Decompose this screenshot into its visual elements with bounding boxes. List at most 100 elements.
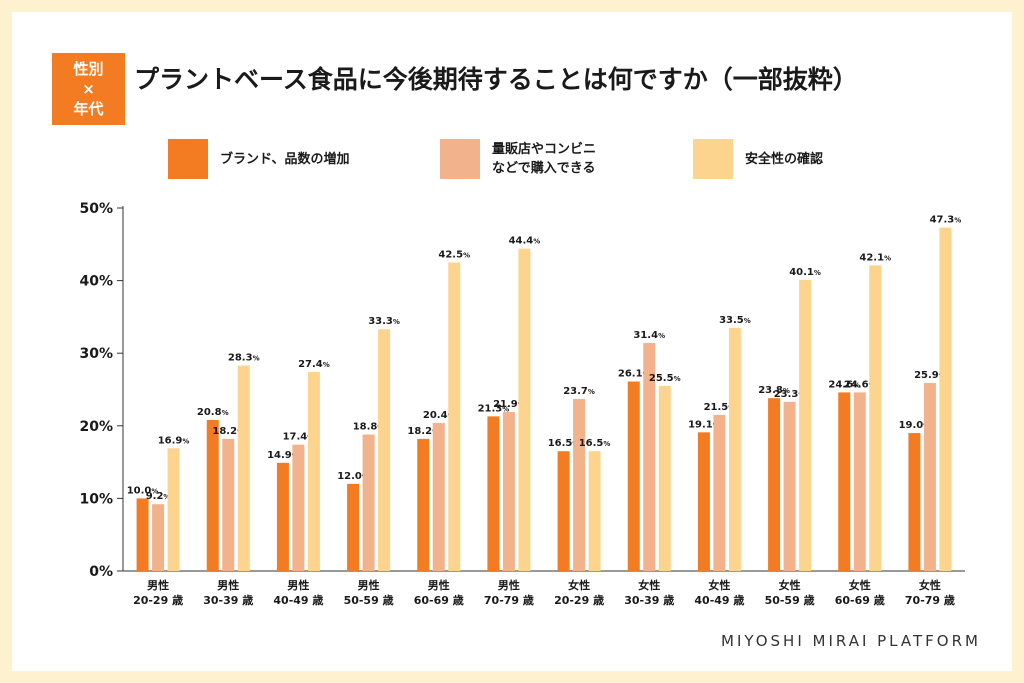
legend-label-safety: 安全性の確認 bbox=[745, 151, 824, 167]
x-tick-label: 50-59 歳 bbox=[765, 593, 815, 607]
bar bbox=[908, 433, 921, 571]
bar bbox=[448, 262, 461, 571]
bar bbox=[222, 438, 235, 571]
data-label: 16.5% bbox=[579, 438, 611, 449]
bar bbox=[658, 385, 671, 571]
data-label: 33.3% bbox=[368, 316, 400, 327]
bar bbox=[799, 279, 812, 571]
x-tick-label: 20-29 歳 bbox=[554, 593, 604, 607]
x-tick-label: 男性 bbox=[358, 578, 380, 592]
badge-line-2: × bbox=[82, 80, 95, 98]
x-tick-label: 男性 bbox=[428, 578, 450, 592]
badge-line-3: 年代 bbox=[73, 100, 104, 118]
x-tick-label: 男性 bbox=[147, 578, 169, 592]
y-tick-label: 20% bbox=[79, 419, 113, 435]
data-label: 23.7% bbox=[563, 386, 595, 397]
x-tick-label: 30-39 歳 bbox=[203, 593, 253, 607]
bar bbox=[432, 422, 445, 571]
data-label: 23.8% bbox=[758, 385, 790, 396]
bar bbox=[136, 498, 149, 571]
data-label: 40.1% bbox=[789, 267, 821, 278]
bar bbox=[307, 372, 320, 571]
data-label: 25.5% bbox=[649, 373, 681, 384]
y-tick-label: 10% bbox=[79, 491, 113, 507]
bar bbox=[487, 416, 500, 571]
y-tick-label: 40% bbox=[79, 274, 113, 290]
bar bbox=[378, 329, 391, 571]
x-tick-label: 女性 bbox=[708, 578, 730, 592]
x-tick-label: 女性 bbox=[849, 578, 871, 592]
x-tick-label: 40-49 歳 bbox=[273, 593, 323, 607]
data-label: 16.9% bbox=[158, 435, 190, 446]
bar bbox=[588, 451, 601, 571]
data-label: 21.3% bbox=[478, 403, 510, 414]
x-tick-label: 70-79 歳 bbox=[905, 593, 955, 607]
x-tick-label: 女性 bbox=[638, 578, 660, 592]
bar bbox=[362, 434, 375, 571]
bar bbox=[276, 462, 289, 571]
x-tick-label: 女性 bbox=[779, 578, 801, 592]
bar bbox=[167, 448, 180, 571]
bar bbox=[643, 343, 656, 571]
legend-swatch-brand bbox=[168, 139, 208, 179]
x-tick-label: 男性 bbox=[217, 578, 239, 592]
x-tick-label: 女性 bbox=[568, 578, 590, 592]
badge-line-1: 性別 bbox=[73, 60, 104, 78]
x-tick-label: 男性 bbox=[287, 578, 309, 592]
bar bbox=[502, 412, 515, 571]
bar bbox=[417, 438, 430, 571]
bar bbox=[627, 381, 640, 571]
bar bbox=[869, 265, 882, 571]
data-label: 9.2% bbox=[146, 491, 171, 502]
data-label: 33.5% bbox=[719, 315, 751, 326]
y-tick-label: 0% bbox=[89, 564, 113, 580]
bar bbox=[697, 432, 710, 571]
x-tick-label: 30-39 歳 bbox=[624, 593, 674, 607]
bar bbox=[713, 414, 726, 571]
data-label: 31.4% bbox=[633, 330, 665, 341]
data-label: 28.3% bbox=[228, 353, 260, 364]
data-label: 10.0% bbox=[127, 485, 159, 496]
bar bbox=[838, 392, 851, 571]
legend-swatch-safety bbox=[693, 139, 733, 179]
bar bbox=[853, 392, 866, 571]
y-tick-label: 50% bbox=[79, 201, 113, 217]
bar bbox=[728, 327, 741, 571]
bar bbox=[557, 451, 570, 571]
chart-title: プラントベース食品に今後期待することは何ですか（一部抜粋） bbox=[134, 65, 858, 94]
x-tick-label: 40-49 歳 bbox=[694, 593, 744, 607]
legend-item-store: 量販店やコンビニ などで購入できる bbox=[440, 139, 596, 179]
data-label: 44.4% bbox=[509, 236, 541, 247]
bar bbox=[237, 365, 250, 571]
bar bbox=[573, 398, 586, 571]
data-label: 47.3% bbox=[930, 215, 962, 226]
bar bbox=[518, 248, 531, 571]
category-badge: 性別 × 年代 bbox=[52, 53, 125, 125]
x-tick-label: 70-79 歳 bbox=[484, 593, 534, 607]
bar bbox=[206, 419, 219, 571]
y-tick-label: 30% bbox=[79, 346, 113, 362]
legend-label-store: 量販店やコンビニ などで購入できる bbox=[492, 142, 597, 176]
x-tick-label: 女性 bbox=[919, 578, 941, 592]
data-label: 42.5% bbox=[438, 249, 470, 260]
legend-item-safety: 安全性の確認 bbox=[693, 139, 823, 179]
bar bbox=[783, 401, 796, 571]
legend-swatch-store bbox=[440, 139, 480, 179]
brand-watermark: MIYOSHI MIRAI PLATFORM bbox=[721, 632, 981, 650]
bar bbox=[152, 504, 165, 571]
legend-item-brand: ブランド、品数の増加 bbox=[168, 139, 349, 179]
data-label: 20.8% bbox=[197, 407, 229, 418]
data-label: 27.4% bbox=[298, 359, 330, 370]
x-tick-label: 50-59 歳 bbox=[344, 593, 394, 607]
x-tick-label: 60-69 歳 bbox=[414, 593, 464, 607]
bar bbox=[768, 398, 781, 571]
x-tick-label: 20-29 歳 bbox=[133, 593, 183, 607]
bar bbox=[347, 483, 360, 571]
legend-label-brand: ブランド、品数の増加 bbox=[220, 151, 350, 167]
bar bbox=[939, 227, 952, 572]
data-label: 24.6% bbox=[828, 379, 860, 390]
data-label: 42.1% bbox=[859, 252, 891, 263]
x-tick-label: 男性 bbox=[498, 578, 520, 592]
bar bbox=[923, 382, 936, 571]
